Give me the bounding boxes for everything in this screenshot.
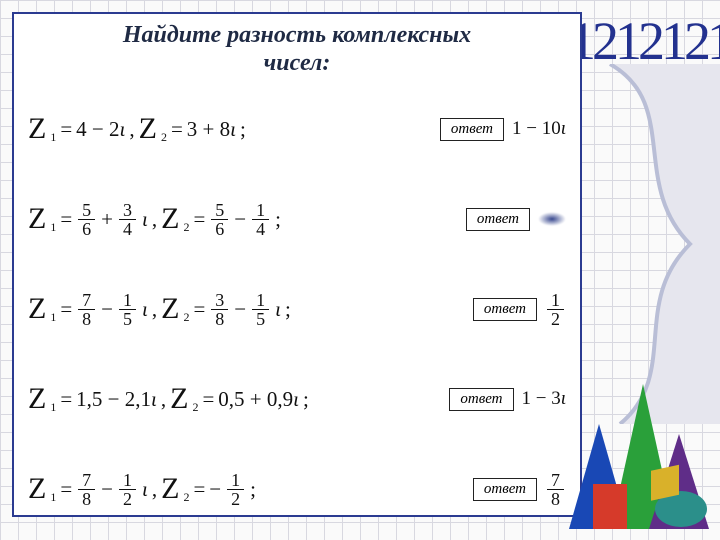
decor-digits: 1212121: [569, 10, 720, 72]
answer-button[interactable]: ответ: [473, 478, 537, 501]
equation: Z1 = 78 − 12 ι, Z2 = − 12;: [28, 471, 465, 508]
content-card: Найдите разность комплексных чисел: Z1 =…: [12, 12, 582, 517]
answer-button[interactable]: ответ: [473, 298, 537, 321]
z-symbol: Z: [139, 112, 157, 146]
equation: Z1 = 56 + 34 ι, Z2 = 56 − 14;: [28, 201, 458, 238]
problem-row: Z1 = 4 − 2ι, Z2 = 3 + 8ι; ответ 1 − 10ι: [28, 87, 566, 171]
title-line-2: чисел:: [264, 50, 331, 76]
z-symbol: Z: [161, 202, 179, 236]
title-line-1: Найдите разность комплексных: [123, 22, 471, 48]
problem-row: Z1 = 78 − 15 ι, Z2 = 38 − 15 ι; ответ 12: [28, 267, 566, 351]
equation: Z1 = 4 − 2ι, Z2 = 3 + 8ι;: [28, 112, 432, 146]
problem-row: Z1 = 78 − 12 ι, Z2 = − 12; ответ 78: [28, 447, 566, 531]
answer-value: [538, 212, 566, 226]
z-symbol: Z: [28, 202, 46, 236]
equation: Z1 = 1,5 − 2,1ι, Z2 = 0,5 + 0,9ι;: [28, 382, 441, 416]
z-symbol: Z: [28, 292, 46, 326]
z-symbol: Z: [170, 382, 188, 416]
answer-value: 12: [545, 291, 566, 328]
z-symbol: Z: [161, 472, 179, 506]
problem-list: Z1 = 4 − 2ι, Z2 = 3 + 8ι; ответ 1 − 10ι …: [28, 87, 566, 531]
page-title: Найдите разность комплексных чисел:: [28, 22, 566, 77]
answer-button[interactable]: ответ: [466, 208, 530, 231]
z-symbol: Z: [161, 292, 179, 326]
answer-button[interactable]: ответ: [449, 388, 513, 411]
z-symbol: Z: [28, 382, 46, 416]
answer-button[interactable]: ответ: [440, 118, 504, 141]
z-symbol: Z: [28, 112, 46, 146]
answer-value: 1 − 10ι: [512, 118, 566, 140]
problem-row: Z1 = 1,5 − 2,1ι, Z2 = 0,5 + 0,9ι; ответ …: [28, 357, 566, 441]
geometric-shapes-icon: [551, 354, 716, 534]
z-symbol: Z: [28, 472, 46, 506]
equation: Z1 = 78 − 15 ι, Z2 = 38 − 15 ι;: [28, 291, 465, 328]
problem-row: Z1 = 56 + 34 ι, Z2 = 56 − 14; ответ: [28, 177, 566, 261]
